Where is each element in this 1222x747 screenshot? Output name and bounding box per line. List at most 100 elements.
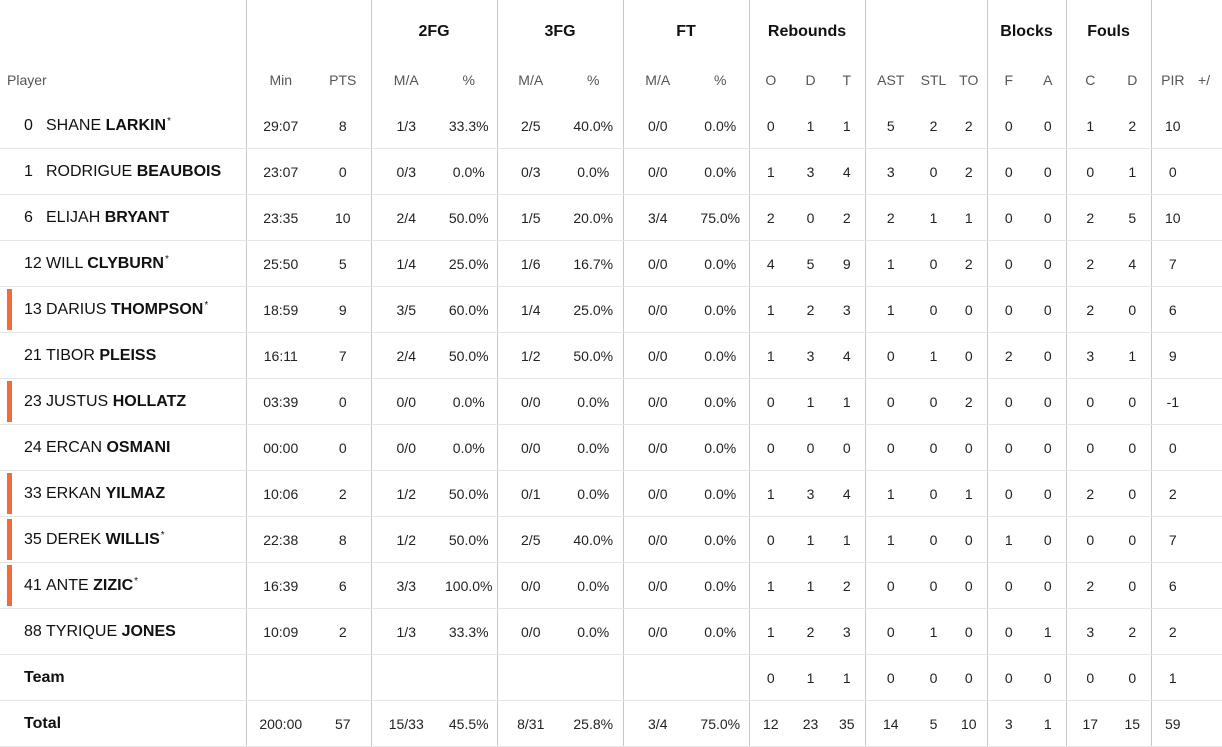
player-name-cell[interactable]: 24 ERCAN OSMANI <box>0 424 246 471</box>
stat-fg2-ma: 0/3 <box>370 148 441 195</box>
player-name-cell[interactable]: 0 SHANE LARKIN* <box>0 103 246 149</box>
stat-plus-minus <box>1194 424 1222 471</box>
player-first-name: TIBOR <box>46 347 95 364</box>
stat-fg3-pct: 40.0% <box>564 516 623 563</box>
stat-min: 00:00 <box>245 424 315 471</box>
stat-pts: 0 <box>315 148 371 195</box>
player-first-name: TYRIQUE <box>46 623 118 640</box>
player-row[interactable]: 0 SHANE LARKIN* 29:07 8 1/3 33.3% 2/5 40.0% 0/0 0… <box>0 103 1222 149</box>
stat-t: 0 <box>829 424 866 471</box>
player-last-name[interactable]: PLEISS <box>99 347 157 364</box>
col-reb-t: T <box>842 72 852 88</box>
stat-pts: 9 <box>315 286 371 333</box>
stat-d: 3 <box>792 148 830 195</box>
stat-bf: 0 <box>986 240 1031 287</box>
player-last-name[interactable]: THOMPSON <box>110 301 204 318</box>
stat-ast: 0 <box>864 332 917 379</box>
player-last-name[interactable]: ZIZIC <box>93 577 134 594</box>
player-row[interactable]: 41 ANTE ZIZIC* 16:39 6 3/3 100.0% 0/0 0.0% 0/0 0.… <box>0 562 1222 609</box>
stat-min: 16:39 <box>245 562 315 609</box>
player-last-name[interactable]: HOLLATZ <box>112 393 187 410</box>
stat-ba: 0 <box>1030 378 1067 425</box>
player-name-cell[interactable]: 88 TYRIQUE JONES <box>0 608 246 655</box>
stat-fg3-ma: 8/31 <box>496 700 564 747</box>
stat-d: 1 <box>792 654 830 701</box>
player-last-name[interactable]: JONES <box>121 623 176 640</box>
player-last-name[interactable]: WILLIS <box>105 531 160 548</box>
stat-fg3-ma: 1/6 <box>496 240 564 287</box>
stat-ft-ma: 0/0 <box>622 562 692 609</box>
stat-t: 3 <box>829 286 866 333</box>
stat-t: 1 <box>829 103 866 149</box>
player-row[interactable]: 21 TIBOR PLEISS 16:11 7 2/4 50.0% 1/2 50.0% 0/0 0… <box>0 332 1222 379</box>
player-name-cell[interactable]: 21 TIBOR PLEISS <box>0 332 246 379</box>
stat-ba: 0 <box>1030 194 1067 241</box>
player-name-cell[interactable]: 33 ERKAN YILMAZ <box>0 470 246 517</box>
player-number: 21 <box>24 347 42 364</box>
stat-d: 1 <box>792 562 830 609</box>
stat-pts <box>315 654 371 701</box>
player-name-cell[interactable]: 23 JUSTUS HOLLATZ <box>0 378 246 425</box>
stat-fg3-ma: 0/1 <box>496 470 564 517</box>
player-row[interactable]: 24 ERCAN OSMANI 00:00 0 0/0 0.0% 0/0 0.0% 0/0 0.0… <box>0 424 1222 471</box>
stat-min: 200:00 <box>245 700 315 747</box>
player-last-name[interactable]: LARKIN <box>105 117 167 134</box>
player-row[interactable]: 33 ERKAN YILMAZ 10:06 2 1/2 50.0% 0/1 0.0% 0/0 0.… <box>0 470 1222 517</box>
stat-ba: 0 <box>1030 470 1067 517</box>
stat-fd: 0 <box>1114 470 1152 517</box>
player-last-name[interactable]: CLYBURN <box>87 255 164 272</box>
player-name-cell[interactable]: 12 WILL CLYBURN* <box>0 240 246 287</box>
player-row[interactable]: 1 RODRIGUE BEAUBOIS 23:07 0 0/3 0.0% 0/3 0.0% 0/… <box>0 148 1222 195</box>
player-row[interactable]: 88 TYRIQUE JONES 10:09 2 1/3 33.3% 0/0 0.0% 0/0 0… <box>0 608 1222 655</box>
player-row[interactable]: 23 JUSTUS HOLLATZ 03:39 0 0/0 0.0% 0/0 0.0% 0/0 0… <box>0 378 1222 425</box>
substitution-marker <box>7 565 12 606</box>
stat-ft-pct: 75.0% <box>692 194 750 241</box>
stat-ft-ma: 0/0 <box>622 286 692 333</box>
stat-ft-pct <box>692 654 750 701</box>
group-rebounds: Rebounds <box>748 0 866 57</box>
stat-o: 1 <box>748 470 793 517</box>
stat-ft-ma: 0/0 <box>622 240 692 287</box>
player-row[interactable]: 6 ELIJAH BRYANT 23:35 10 2/4 50.0% 1/5 20.0% 3/4… <box>0 194 1222 241</box>
stat-ft-ma: 3/4 <box>622 700 692 747</box>
stat-fg2-ma: 1/2 <box>370 516 441 563</box>
substitution-marker <box>7 289 12 330</box>
player-row[interactable]: 12 WILL CLYBURN* 25:50 5 1/4 25.0% 1/6 16.7% 0/0… <box>0 240 1222 287</box>
player-last-name[interactable]: BEAUBOIS <box>136 163 222 180</box>
stat-fg2-pct: 50.0% <box>441 332 497 379</box>
stat-fd: 0 <box>1114 286 1152 333</box>
stat-o: 0 <box>748 424 793 471</box>
player-name-cell[interactable]: 1 RODRIGUE BEAUBOIS <box>0 148 246 195</box>
stat-pir: 6 <box>1150 562 1195 609</box>
player-last-name[interactable]: OSMANI <box>106 439 171 456</box>
stat-min: 29:07 <box>245 103 315 149</box>
player-last-name[interactable]: YILMAZ <box>105 485 166 502</box>
player-row[interactable]: 13 DARIUS THOMPSON* 18:59 9 3/5 60.0% 1/4 25.0%… <box>0 286 1222 333</box>
col-player: Player <box>7 72 47 88</box>
stat-ft-pct: 0.0% <box>692 148 750 195</box>
player-first-name: RODRIGUE <box>46 163 133 180</box>
col-pts: PTS <box>329 72 357 88</box>
stat-fg3-pct: 40.0% <box>564 103 623 149</box>
player-row[interactable]: 35 DEREK WILLIS* 22:38 8 1/2 50.0% 2/5 40.0% 0/0… <box>0 516 1222 563</box>
player-name-cell[interactable]: 13 DARIUS THOMPSON* <box>0 286 246 333</box>
stat-ft-pct: 0.0% <box>692 608 750 655</box>
player-name-cell[interactable]: 6 ELIJAH BRYANT <box>0 194 246 241</box>
player-name-cell[interactable]: 35 DEREK WILLIS* <box>0 516 246 563</box>
stat-stl: 0 <box>916 148 952 195</box>
col-ast: AST <box>864 57 917 103</box>
stat-o: 12 <box>748 700 793 747</box>
col-min: Min <box>245 57 315 103</box>
stat-ba: 0 <box>1030 654 1067 701</box>
stat-fc: 2 <box>1065 240 1115 287</box>
stat-pir: 7 <box>1150 516 1195 563</box>
stat-stl: 1 <box>916 332 952 379</box>
stat-fg3-pct <box>564 654 623 701</box>
group-header-row: 2FG 3FG FT Rebounds Blocks Fouls <box>0 0 1222 57</box>
col-foul-d: D <box>1127 72 1138 88</box>
player-last-name[interactable]: BRYANT <box>104 209 170 226</box>
starter-mark: * <box>134 576 139 587</box>
player-name-cell[interactable]: 41 ANTE ZIZIC* <box>0 562 246 609</box>
